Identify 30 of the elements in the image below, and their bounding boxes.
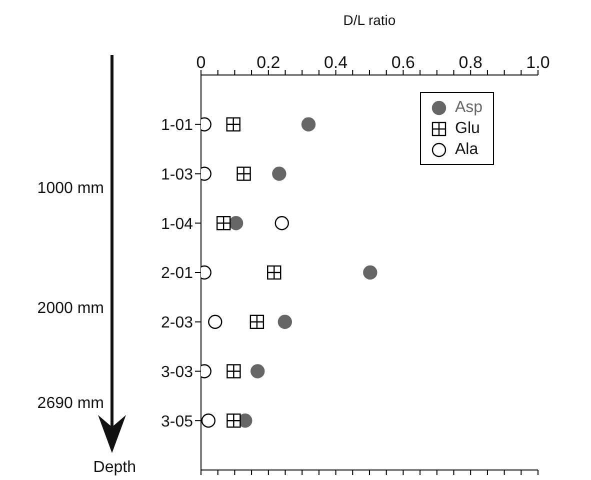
y-tick-label: 2-01 [160, 265, 194, 282]
x-tick-label: 0.6 [391, 53, 416, 72]
y-tick-label: 2-03 [160, 314, 194, 332]
x-tick-label: 0.2 [256, 53, 280, 72]
legend-label: Asp [455, 98, 483, 116]
point [363, 265, 378, 280]
x-tick-label: 0.8 [458, 53, 482, 72]
point [272, 166, 286, 181]
point [208, 314, 222, 329]
legend-label: Glu [455, 120, 480, 138]
x-axis-title: D/L ratio [343, 12, 396, 28]
text: 1000 mm [37, 180, 104, 198]
text: Depth [93, 459, 136, 477]
point [250, 364, 265, 378]
y-tick-label: 1-03 [160, 166, 194, 184]
point [274, 216, 289, 230]
text: 2690 mm [37, 395, 104, 413]
point [228, 216, 244, 230]
y-tick-label: 1-01 [160, 117, 194, 134]
legend-label: Ala [455, 140, 478, 158]
x-tick-label: 0.4 [324, 53, 348, 72]
point [301, 117, 316, 132]
x-tick-label: 1.0 [526, 53, 550, 72]
point [278, 314, 292, 329]
point [201, 414, 216, 428]
y-tick-label: 3-03 [160, 364, 194, 381]
y-tick-label: 3-05 [160, 413, 194, 430]
x-tick-label: 0 [196, 53, 206, 72]
y-tick-label: 1-04 [160, 216, 194, 233]
text: 2000 mm [37, 300, 104, 318]
